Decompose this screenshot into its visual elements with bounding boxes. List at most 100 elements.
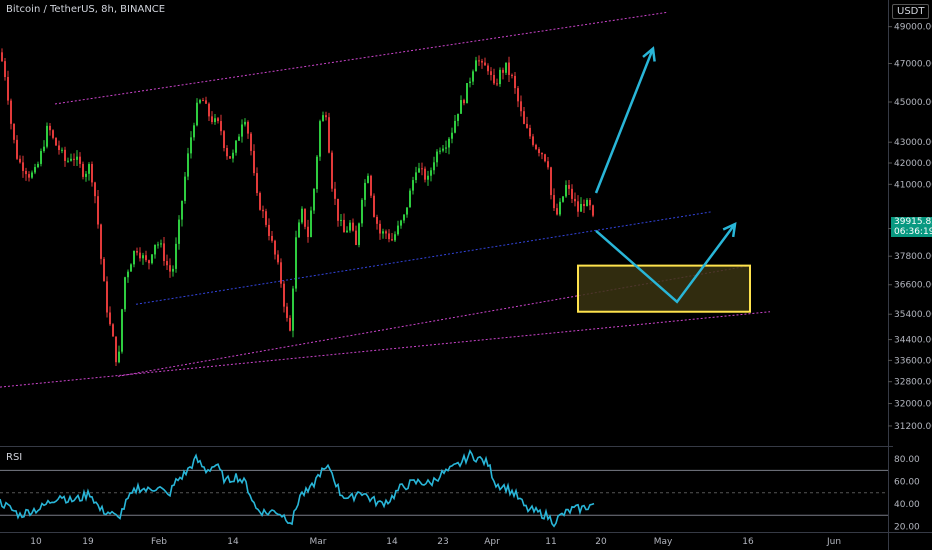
candle-body: [274, 240, 276, 255]
price-tick-label: 42000.00: [894, 159, 932, 169]
candle-body: [55, 137, 57, 146]
candle-body: [388, 233, 390, 240]
candle-body: [196, 102, 198, 126]
candle-body: [481, 60, 483, 63]
time-tick-label: 10: [30, 537, 42, 547]
base-trend-line: [0, 311, 771, 388]
candle-body: [439, 150, 441, 152]
candle-body: [241, 124, 243, 137]
candle-body: [400, 220, 402, 226]
candle-body: [256, 173, 258, 194]
time-tick-label: Feb: [151, 537, 167, 547]
candle-body: [397, 225, 399, 235]
candle-body: [61, 149, 63, 151]
candle-body: [502, 69, 504, 73]
support-line: [135, 211, 713, 305]
candle-body: [424, 168, 426, 180]
candle-body: [559, 201, 561, 215]
candle-body: [187, 153, 189, 177]
candle-body: [253, 150, 255, 174]
time-tick-label: Mar: [310, 537, 327, 547]
rsi-label[interactable]: RSI: [6, 452, 23, 463]
candle-body: [286, 306, 288, 318]
candle-body: [586, 199, 588, 207]
rsi-pane: [0, 449, 888, 528]
projection-arrowhead-1: [642, 46, 656, 62]
rsi-tick-label: 20.00: [894, 522, 920, 532]
rsi-tick-label: 40.00: [894, 500, 920, 510]
candle-body: [313, 189, 315, 211]
candle-body: [346, 230, 348, 233]
candle-body: [307, 226, 309, 238]
currency-badge[interactable]: USDT: [892, 4, 930, 19]
candle-body: [496, 83, 498, 85]
candle-body: [463, 100, 465, 104]
candle-body: [43, 146, 45, 152]
candle-body: [262, 209, 264, 212]
candle-body: [460, 100, 462, 114]
candle-body: [166, 261, 168, 266]
candle-body: [469, 81, 471, 84]
candle-body: [193, 125, 195, 138]
candle-body: [520, 101, 522, 112]
candle-body: [355, 230, 357, 245]
candle-body: [553, 195, 555, 209]
last-price-tag: 39915.82 06:36:19: [891, 217, 932, 237]
candle-body: [199, 100, 201, 103]
candle-body: [370, 175, 372, 196]
candle-body: [523, 111, 525, 124]
candle-body: [178, 219, 180, 244]
candle-body: [466, 83, 468, 104]
time-tick-label: May: [654, 537, 673, 547]
candle-body: [436, 151, 438, 163]
candle-body: [391, 239, 393, 241]
candle-body: [31, 172, 33, 178]
price-tick-label: 32800.00: [894, 378, 932, 388]
price-tick-label: 43000.00: [894, 138, 932, 148]
candle-body: [337, 198, 339, 221]
candle-body: [568, 185, 570, 189]
candle-body: [130, 264, 132, 272]
candle-body: [490, 71, 492, 76]
bar-countdown: 06:36:19: [894, 227, 932, 237]
candle-body: [73, 158, 75, 160]
candle-body: [538, 149, 540, 153]
projection-arrow-1: [594, 48, 655, 194]
candle-body: [505, 62, 507, 73]
candle-body: [133, 250, 135, 265]
candle-body: [64, 149, 66, 161]
candle-body: [259, 193, 261, 210]
candle-body: [118, 351, 120, 363]
candle-body: [322, 115, 324, 122]
candle-body: [226, 147, 228, 157]
channel-lower-line: [117, 265, 751, 377]
price-tick-label: 41000.00: [894, 180, 932, 190]
candle-body: [37, 163, 39, 168]
candle-body: [289, 317, 291, 331]
price-tick-label: 36600.00: [894, 281, 932, 291]
candle-body: [16, 139, 18, 159]
time-tick-label: 16: [742, 537, 754, 547]
candle-body: [385, 231, 387, 234]
candle-body: [544, 154, 546, 162]
symbol-title[interactable]: Bitcoin / TetherUS, 8h, BINANCE: [6, 4, 166, 15]
price-tick-label: 33600.00: [894, 356, 932, 366]
candle-body: [529, 127, 531, 137]
candle-body: [541, 152, 543, 155]
candle-body: [478, 60, 480, 62]
candle-body: [265, 211, 267, 225]
candle-body: [535, 144, 537, 150]
candle-body: [580, 203, 582, 212]
candle-body: [421, 168, 423, 170]
candle-body: [1, 52, 3, 62]
candle-body: [334, 188, 336, 199]
candle-body: [352, 222, 354, 231]
candle-body: [124, 277, 126, 310]
candle-body: [175, 243, 177, 269]
candle-body: [76, 156, 78, 160]
candle-body: [46, 125, 48, 147]
candle-body: [91, 164, 93, 183]
candle-body: [577, 201, 579, 212]
